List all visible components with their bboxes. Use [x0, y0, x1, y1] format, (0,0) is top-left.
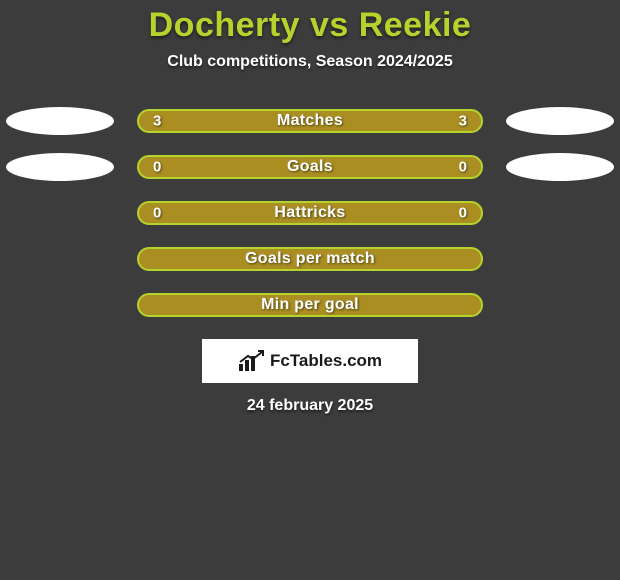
stat-row: 0 Hattricks 0	[0, 201, 620, 225]
stat-label: Goals per match	[245, 250, 375, 268]
stat-value-right: 0	[459, 159, 467, 176]
stat-bar: 0 Goals 0	[137, 155, 483, 179]
subtitle: Club competitions, Season 2024/2025	[0, 53, 620, 71]
brand-box: FcTables.com	[202, 339, 418, 383]
stat-row: 0 Goals 0	[0, 155, 620, 179]
bar-chart-arrow-icon	[238, 350, 264, 372]
stat-value-right: 0	[459, 205, 467, 222]
stat-label: Goals	[287, 158, 333, 176]
stat-row: Goals per match	[0, 247, 620, 271]
stat-value-left: 0	[153, 159, 161, 176]
date-text: 24 february 2025	[0, 397, 620, 415]
stat-value-left: 0	[153, 205, 161, 222]
player-ellipse-left	[6, 107, 114, 135]
page-title: Docherty vs Reekie	[0, 0, 620, 45]
stat-bar: 3 Matches 3	[137, 109, 483, 133]
stat-label: Hattricks	[274, 204, 345, 222]
comparison-infographic: Docherty vs Reekie Club competitions, Se…	[0, 0, 620, 580]
player-ellipse-left	[6, 153, 114, 181]
stat-value-right: 3	[459, 113, 467, 130]
stat-row: 3 Matches 3	[0, 109, 620, 133]
stat-bar: 0 Hattricks 0	[137, 201, 483, 225]
stat-label: Min per goal	[261, 296, 359, 314]
stat-label: Matches	[277, 112, 343, 130]
player-ellipse-right	[506, 153, 614, 181]
stat-bar: Min per goal	[137, 293, 483, 317]
stat-value-left: 3	[153, 113, 161, 130]
stat-rows: 3 Matches 3 0 Goals 0 0 Hattricks 0 Goals per mat…	[0, 109, 620, 317]
brand-text: FcTables.com	[270, 351, 382, 371]
stat-bar: Goals per match	[137, 247, 483, 271]
player-ellipse-right	[506, 107, 614, 135]
stat-row: Min per goal	[0, 293, 620, 317]
